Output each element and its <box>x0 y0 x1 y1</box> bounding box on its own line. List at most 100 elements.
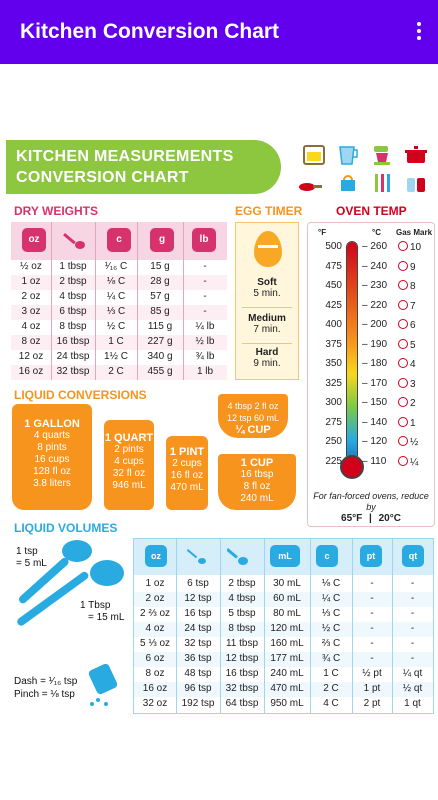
thermometer-icon <box>346 241 358 461</box>
table-cell: 2 oz <box>21 291 41 302</box>
column-divider <box>137 222 138 380</box>
oven-celsius: 200 <box>370 319 388 330</box>
table-cell: 16 oz <box>18 366 44 377</box>
oven-gas-mark-cell: 3 <box>398 377 432 390</box>
egg-soft: Soft 5 min. <box>236 277 298 299</box>
oven-fahrenheit: 250 <box>325 436 342 447</box>
liquid-conversions-title: LIQUID CONVERSIONS <box>14 388 147 402</box>
app-bar: Kitchen Conversion Chart <box>0 0 438 64</box>
table-row: 1 oz 2 tbsp ⅛ C 28 g - <box>11 275 227 290</box>
table-cell: 6 tsp <box>187 578 209 589</box>
gallon-name: 1 GALLON <box>24 418 80 430</box>
column-divider <box>176 539 177 713</box>
table-cell: ¾ lb <box>195 351 215 362</box>
more-vert-icon[interactable] <box>416 22 422 42</box>
table-cell: 8 tbsp <box>59 321 87 332</box>
table-cell: 240 mL <box>270 668 304 679</box>
oven-celsius-cell: – 170 <box>362 378 394 389</box>
gallon-line: 3.8 liters <box>33 478 71 489</box>
table-cell: - <box>370 638 374 649</box>
flame-icon <box>398 280 408 290</box>
cup-icon: c <box>107 228 131 252</box>
table-cell: 4 C <box>323 698 339 709</box>
oven-fahrenheit: 350 <box>325 358 342 369</box>
table-cell: - <box>370 593 374 604</box>
table-cell: 2 tbsp <box>228 578 256 589</box>
gallon-line: 8 pints <box>37 442 67 453</box>
table-cell: 2 oz <box>145 593 165 604</box>
table-cell: 36 tsp <box>184 653 212 664</box>
table-cell: 455 g <box>147 366 173 377</box>
gallon-line: 16 cups <box>34 454 70 465</box>
table-cell: 15 g <box>150 261 170 272</box>
table-cell: 950 mL <box>270 698 304 709</box>
table-cell: 1 qt <box>404 698 421 709</box>
egg-hard: Hard 9 min. <box>236 347 298 369</box>
table-row: ½ oz 1 tbsp ¹⁄₁₆ C 15 g - <box>11 260 227 275</box>
oven-celsius: 150 <box>370 397 388 408</box>
oven-fahrenheit: 400 <box>325 319 342 330</box>
table-cell: 177 mL <box>270 653 304 664</box>
table-cell: ¹⁄₁₆ C <box>104 261 128 272</box>
table-cell: 1 C <box>108 336 124 347</box>
table-cell: ½ C <box>321 623 341 634</box>
table-cell: - <box>370 623 374 634</box>
fan-forced-c: 20°C <box>378 513 401 524</box>
table-cell: 1 C <box>323 668 339 679</box>
tick-mark: – <box>362 397 371 408</box>
tick-mark: – <box>362 260 371 272</box>
fahrenheit-header: °F <box>318 228 327 237</box>
oven-temp-title: OVEN TEMP <box>336 204 407 218</box>
cup-line: 16 tbsp <box>240 469 274 480</box>
table-row: 2 oz 4 tbsp ¼ C 57 g - <box>11 290 227 305</box>
table-cell: - <box>203 261 207 272</box>
oven-gas-mark: 4 <box>410 359 416 370</box>
table-cell: 57 g <box>150 291 170 302</box>
table-cell: 16 tsp <box>184 608 212 619</box>
pinch-label: Pinch = ⅛ tsp <box>14 689 75 700</box>
table-row: 4 oz 24 tsp 8 tbsp 120 mL ½ C - - <box>134 622 433 637</box>
quart-line: 946 mL <box>112 480 146 491</box>
table-cell: 28 g <box>150 276 170 287</box>
table-cell: 2 tbsp <box>59 276 87 287</box>
table-cell: 30 mL <box>273 578 301 589</box>
table-cell: 1 oz <box>21 276 41 287</box>
pint-line: 470 mL <box>170 482 204 493</box>
banner-line-2: CONVERSION CHART <box>16 169 189 186</box>
oven-gas-mark-cell: 8 <box>398 280 432 292</box>
kettle-icon <box>341 175 355 191</box>
egg-soft-label: Soft <box>257 277 277 288</box>
tablespoon-header-icon <box>226 545 249 567</box>
tsp-value: = 5 mL <box>16 558 47 569</box>
table-cell: 115 g <box>147 321 173 332</box>
table-row: 1 oz 6 tsp 2 tbsp 30 mL ⅛ C - - <box>134 577 433 592</box>
oven-celsius-cell: – 230 <box>362 280 394 291</box>
tick-mark: – <box>362 436 371 447</box>
table-cell: 4 oz <box>145 623 165 634</box>
cup-name: 1 CUP <box>240 457 274 469</box>
egg-icon-band <box>258 245 278 248</box>
teaspoon-header-icon <box>186 545 208 567</box>
ml-icon: mL <box>270 545 300 567</box>
flame-icon <box>398 416 408 427</box>
table-cell: 2 C <box>108 366 124 377</box>
liquid-volumes-table: oz mL c pt qt 1 oz 6 tsp 2 tbsp 30 mL ⅛ C--2… <box>133 538 434 714</box>
oven-fahrenheit: 225 <box>325 455 342 467</box>
oven-gas-mark-cell: ¼ <box>398 455 432 468</box>
oven-celsius: 230 <box>370 280 388 291</box>
oz-icon: oz <box>22 228 46 252</box>
egg-medium-label: Medium <box>248 313 286 324</box>
table-cell: 8 tbsp <box>228 623 256 634</box>
pint-icon: pt <box>360 545 382 567</box>
oven-celsius-cell: – 120 <box>362 436 394 447</box>
oven-gas-mark-cell: 2 <box>398 397 432 409</box>
table-cell: 32 tbsp <box>56 366 90 377</box>
oven-gas-mark-cell: 5 <box>398 338 432 351</box>
table-cell: ¾ C <box>321 653 341 664</box>
table-cell: ¼ qt <box>402 668 423 679</box>
flame-icon <box>398 319 408 329</box>
flame-icon <box>398 377 408 388</box>
tbsp-label: 1 Tbsp <box>80 600 111 611</box>
table-row: 4 oz 8 tbsp ½ C 115 g ¼ lb <box>11 320 227 335</box>
egg-hard-label: Hard <box>255 347 279 358</box>
